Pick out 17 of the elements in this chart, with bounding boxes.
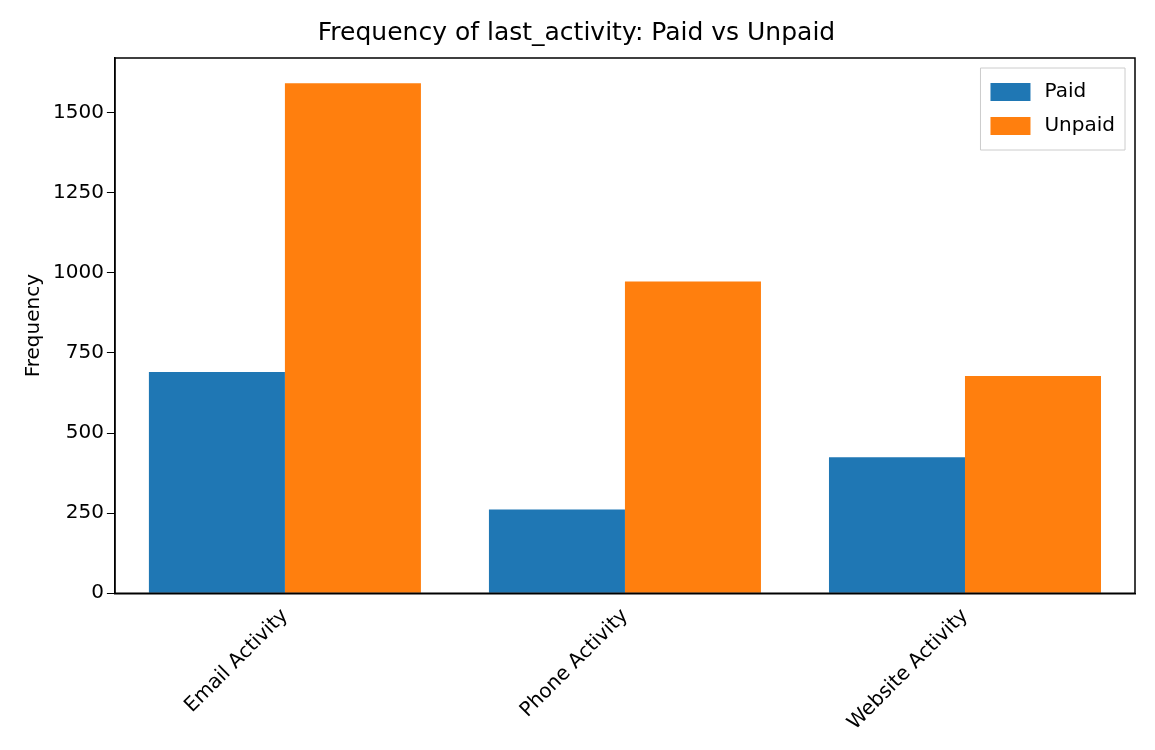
- y-tick-label: 1250: [52, 178, 104, 203]
- y-tick-label: 0: [91, 579, 104, 604]
- bar: [828, 457, 965, 593]
- y-tick-label: 500: [65, 419, 104, 444]
- legend-label: Paid: [1044, 78, 1087, 103]
- y-tick-label: 1500: [52, 98, 104, 123]
- y-tick-label: 1000: [52, 258, 104, 283]
- chart-title: Frequency of last_activity: Paid vs Unpaid: [317, 16, 836, 46]
- y-axis-title: Frequency: [20, 273, 45, 378]
- bar: [488, 509, 625, 593]
- y-tick-label: 750: [65, 339, 104, 364]
- legend-label: Unpaid: [1044, 112, 1116, 137]
- bar: [284, 83, 421, 593]
- bar: [624, 281, 761, 593]
- y-tick-label: 250: [65, 499, 104, 524]
- bar: [148, 372, 285, 593]
- bar: [964, 375, 1101, 593]
